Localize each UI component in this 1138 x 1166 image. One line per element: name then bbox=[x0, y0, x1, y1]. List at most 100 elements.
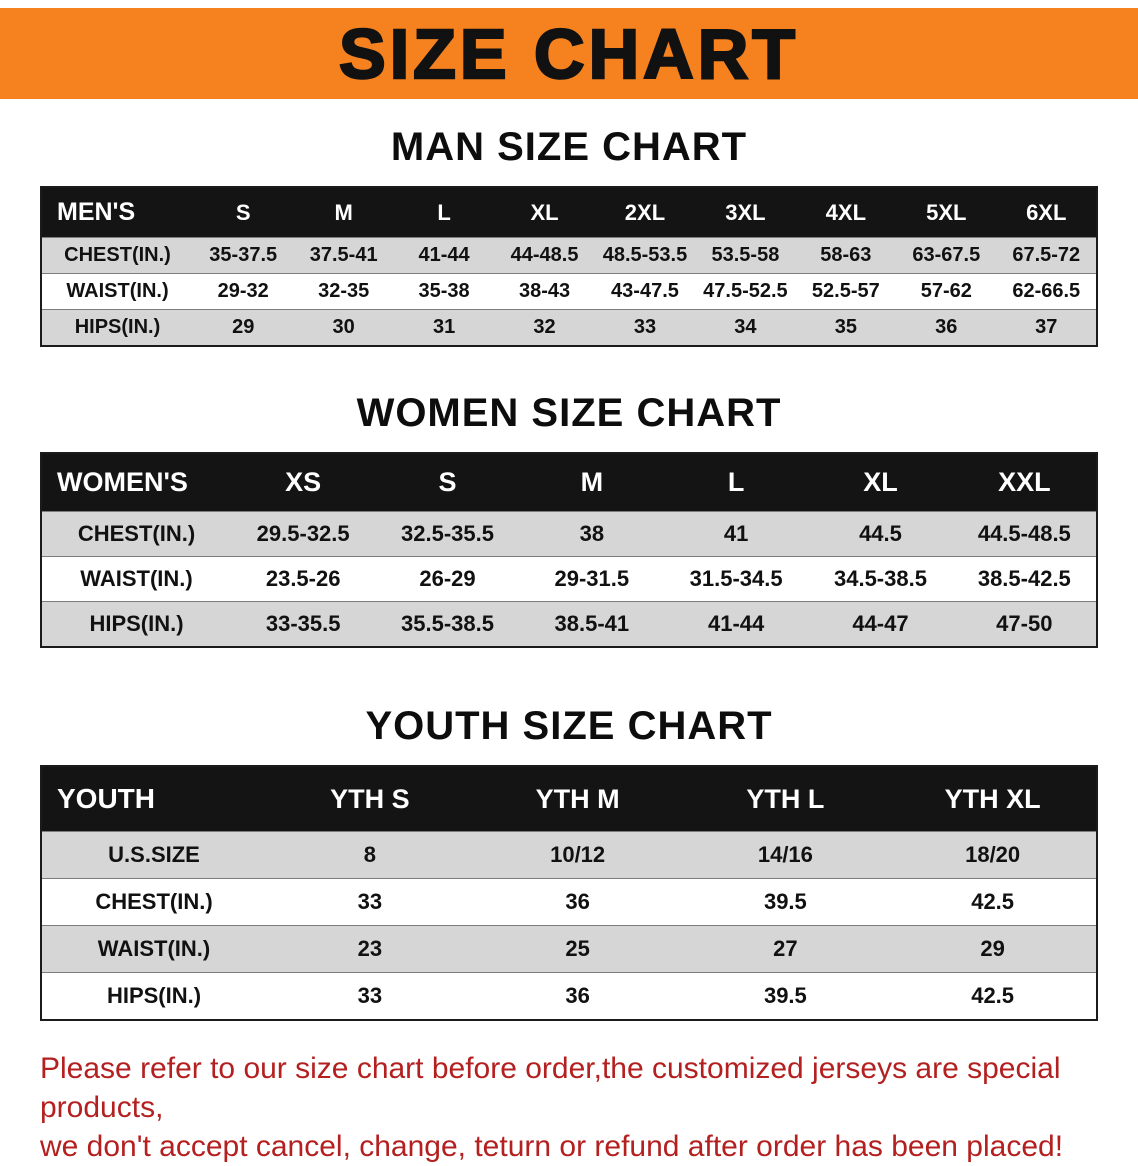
column-header: YTH L bbox=[681, 766, 890, 832]
size-cell: 35.5-38.5 bbox=[401, 611, 494, 636]
size-cell: 37.5-41 bbox=[309, 244, 378, 266]
size-cell: 62-66.5 bbox=[1012, 280, 1081, 302]
women-hips-row: HIPS(IN.) 33-35.5 35.5-38.5 38.5-41 41-4… bbox=[41, 601, 1097, 647]
column-header: YTH S bbox=[266, 766, 474, 832]
youth-hips-row: HIPS(IN.) 33 36 39.5 42.5 bbox=[41, 972, 1097, 1021]
column-header: M bbox=[519, 453, 664, 512]
size-cell: 57-62 bbox=[920, 280, 972, 302]
men-corner-label: MEN'S bbox=[41, 187, 193, 238]
column-header: XXL bbox=[952, 453, 1097, 512]
column-header: 4XL bbox=[795, 187, 897, 238]
size-cell: 29-32 bbox=[217, 280, 269, 302]
size-cell: 36 bbox=[935, 316, 958, 338]
row-label: CHEST(IN.) bbox=[64, 244, 171, 266]
size-cell: 32-35 bbox=[318, 280, 370, 302]
size-cell: 39.5 bbox=[763, 889, 807, 914]
size-cell: 37 bbox=[1035, 316, 1058, 338]
disclaimer-line: Please refer to our size chart before or… bbox=[40, 1052, 1061, 1124]
column-header: 2XL bbox=[594, 187, 696, 238]
size-cell: 10/12 bbox=[550, 842, 606, 867]
size-cell: 34.5-38.5 bbox=[833, 566, 927, 591]
size-cell: 31 bbox=[432, 316, 456, 338]
youth-waist-row: WAIST(IN.) 23 25 27 29 bbox=[41, 925, 1097, 973]
disclaimer-line: we don't accept cancel, change, teturn o… bbox=[40, 1130, 1064, 1163]
size-cell: 8 bbox=[363, 842, 376, 867]
men-chart-heading: MAN SIZE CHART bbox=[390, 125, 748, 169]
size-cell: 33 bbox=[633, 316, 657, 338]
size-cell: 41 bbox=[723, 521, 749, 546]
column-header: YTH M bbox=[473, 766, 682, 832]
size-cell: 44.5-48.5 bbox=[977, 521, 1071, 546]
column-header: M bbox=[293, 187, 394, 238]
size-cell: 29.5-32.5 bbox=[256, 521, 350, 546]
row-label: HIPS(IN.) bbox=[89, 611, 184, 636]
size-cell: 41-44 bbox=[708, 611, 765, 636]
youth-corner-label: YOUTH bbox=[41, 766, 266, 832]
size-cell: 42.5 bbox=[971, 889, 1015, 914]
size-cell: 43-47.5 bbox=[611, 280, 679, 302]
column-header: S bbox=[193, 187, 294, 238]
column-header: YTH XL bbox=[889, 766, 1097, 832]
women-corner-label: WOMEN'S bbox=[41, 453, 231, 512]
size-cell: 47-50 bbox=[996, 611, 1053, 636]
women-waist-row: WAIST(IN.) 23.5-26 26-29 29-31.5 31.5-34… bbox=[41, 556, 1097, 602]
youth-ussize-row: U.S.SIZE 8 10/12 14/16 18/20 bbox=[41, 831, 1097, 879]
youth-header-row: YOUTH YTH S YTH M YTH L YTH XL bbox=[41, 766, 1097, 832]
men-hips-row: HIPS(IN.) 29 30 31 32 33 34 35 36 37 bbox=[41, 309, 1097, 346]
size-cell: 36 bbox=[565, 983, 590, 1008]
row-label: CHEST(IN.) bbox=[95, 889, 213, 914]
size-cell: 52.5-57 bbox=[811, 280, 880, 302]
column-header: 3XL bbox=[695, 187, 796, 238]
size-cell: 47.5-52.5 bbox=[703, 280, 788, 302]
column-header: L bbox=[663, 453, 809, 512]
size-cell: 26-29 bbox=[419, 566, 476, 591]
disclaimer-text: Please refer to our size chart before or… bbox=[40, 1049, 1118, 1166]
youth-chest-row: CHEST(IN.) 33 36 39.5 42.5 bbox=[41, 878, 1097, 926]
size-cell: 41-44 bbox=[418, 244, 470, 266]
column-header: XL bbox=[494, 187, 595, 238]
size-chart-banner: SIZE CHART bbox=[0, 8, 1138, 99]
size-cell: 35-37.5 bbox=[209, 244, 278, 266]
column-header: L bbox=[393, 187, 495, 238]
column-header: XL bbox=[808, 453, 953, 512]
size-cell: 27 bbox=[773, 936, 798, 961]
size-cell: 38.5-41 bbox=[554, 611, 630, 636]
youth-chart-heading: YOUTH SIZE CHART bbox=[365, 704, 773, 748]
size-cell: 36 bbox=[565, 889, 590, 914]
size-chart-title: SIZE CHART bbox=[338, 14, 799, 93]
size-cell: 18/20 bbox=[965, 842, 1021, 867]
size-cell: 35-38 bbox=[418, 280, 470, 302]
size-cell: 23.5-26 bbox=[265, 566, 341, 591]
row-label: HIPS(IN.) bbox=[106, 983, 202, 1008]
women-header-row: WOMEN'S XS S M L XL XXL bbox=[41, 453, 1097, 512]
size-cell: 44-47 bbox=[852, 611, 909, 636]
size-cell: 31.5-34.5 bbox=[689, 566, 783, 591]
men-header-row: MEN'S S M L XL 2XL 3XL 4XL 5XL 6XL bbox=[41, 187, 1097, 238]
size-cell: 30 bbox=[332, 316, 355, 338]
size-cell: 14/16 bbox=[757, 842, 813, 867]
size-cell: 35 bbox=[834, 316, 857, 338]
size-cell: 53.5-58 bbox=[711, 244, 780, 266]
size-cell: 58-63 bbox=[820, 244, 872, 266]
women-size-table: WOMEN'S XS S M L XL XXL CHEST(IN.) 29.5-… bbox=[40, 452, 1098, 648]
column-header: 6XL bbox=[996, 187, 1097, 238]
row-label: WAIST(IN.) bbox=[80, 566, 193, 591]
row-label: CHEST(IN.) bbox=[77, 521, 196, 546]
size-cell: 38.5-42.5 bbox=[977, 566, 1071, 591]
men-waist-row: WAIST(IN.) 29-32 32-35 35-38 38-43 43-47… bbox=[41, 273, 1097, 310]
column-header: S bbox=[375, 453, 520, 512]
size-cell: 29 bbox=[980, 936, 1005, 961]
size-cell: 38 bbox=[579, 521, 605, 546]
size-cell: 33 bbox=[357, 983, 383, 1008]
row-label: HIPS(IN.) bbox=[74, 316, 161, 338]
men-size-table: MEN'S S M L XL 2XL 3XL 4XL 5XL 6XL CHEST… bbox=[40, 186, 1098, 347]
size-cell: 33-35.5 bbox=[265, 611, 341, 636]
size-cell: 29-31.5 bbox=[554, 566, 630, 591]
column-header: 5XL bbox=[896, 187, 997, 238]
size-cell: 48.5-53.5 bbox=[602, 244, 688, 266]
row-label: WAIST(IN.) bbox=[66, 280, 169, 302]
size-cell: 23 bbox=[357, 936, 383, 961]
size-cell: 29 bbox=[232, 316, 255, 338]
size-cell: 42.5 bbox=[971, 983, 1015, 1008]
men-chest-row: CHEST(IN.) 35-37.5 37.5-41 41-44 44-48.5… bbox=[41, 237, 1097, 274]
